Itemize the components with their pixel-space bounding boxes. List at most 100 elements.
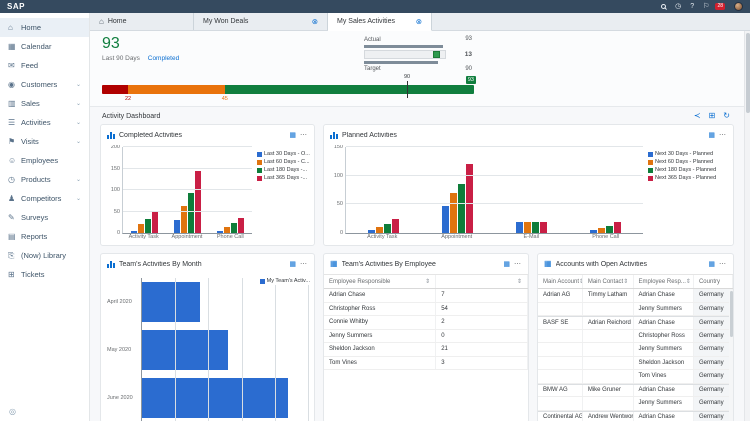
bar-next-30-days-planned[interactable] — [367, 229, 375, 233]
sidebar-item-employees[interactable]: ☺ Employees — [0, 151, 89, 170]
table-row[interactable]: Jenny Summers Germany — [538, 343, 733, 357]
table-row[interactable]: Sheldon Jackson Germany — [538, 356, 733, 370]
bar-next-365-days-planned[interactable] — [614, 221, 622, 233]
table-row[interactable]: Christopher Ross Germany — [538, 329, 733, 343]
scrollbar-thumb[interactable] — [729, 291, 733, 337]
bar-next-60-days-planned[interactable] — [598, 228, 606, 233]
sidebar-item-activities[interactable]: ☰ Activities ⌄ — [0, 113, 89, 132]
help-icon[interactable]: ? — [690, 3, 695, 10]
close-icon[interactable]: ⊗ — [415, 17, 422, 26]
bar-next-60-days-planned[interactable] — [449, 192, 457, 233]
search-icon[interactable] — [661, 4, 667, 9]
chevron-down-icon[interactable]: ⌄ — [75, 120, 81, 126]
sidebar-item-visits[interactable]: ⚑ Visits ⌄ — [0, 132, 89, 151]
legend-item[interactable]: Last 30 Days - O... — [257, 151, 310, 157]
legend-item[interactable]: Last 60 Days - C... — [257, 159, 310, 165]
table-row[interactable]: Christopher Ross 54 — [324, 302, 528, 316]
column-header-value[interactable]: ⇕ — [436, 275, 528, 288]
bar-next-180-days-planned[interactable] — [457, 184, 465, 233]
sidebar-item-home[interactable]: ⌂ Home — [0, 18, 89, 37]
bar-last-60-days-c[interactable] — [224, 227, 230, 233]
overflow-menu-icon[interactable]: ⋯ — [514, 261, 522, 268]
share-icon[interactable]: ≺ — [693, 111, 701, 120]
table-row[interactable]: Sheldon Jackson 21 — [324, 343, 528, 357]
bar-next-60-days-planned[interactable] — [524, 221, 532, 233]
bar-last-180-days[interactable] — [231, 223, 237, 233]
grid-view-icon[interactable]: ⊞ — [708, 111, 716, 120]
sidebar-item-now-library[interactable]: ⎘ (Now) Library — [0, 246, 89, 265]
bar-last-60-days-c[interactable] — [181, 206, 187, 233]
bar-may-2020[interactable] — [142, 329, 229, 371]
tab-home[interactable]: ⌂ Home — [90, 13, 194, 30]
chevron-down-icon[interactable]: ⌄ — [75, 139, 81, 145]
chart-view-icon[interactable]: ▦ — [708, 261, 715, 268]
page-scrollbar[interactable] — [744, 31, 750, 421]
table-row[interactable]: Continental AG Andrew Wentworth Adrian Cha… — [538, 410, 733, 421]
legend-item[interactable]: Last 180 Days -... — [257, 167, 310, 173]
overflow-menu-icon[interactable]: ⋯ — [719, 261, 727, 268]
sidebar-item-tickets[interactable]: ⊞ Tickets — [0, 265, 89, 284]
table-row[interactable]: Jenny Summers 0 — [324, 329, 528, 343]
bar-last-365-days[interactable] — [238, 217, 244, 233]
sidebar-item-sales[interactable]: ▥ Sales ⌄ — [0, 94, 89, 113]
column-header-employee-responsible[interactable]: Employee Responsible ⇕ — [324, 275, 437, 288]
sidebar-item-surveys[interactable]: ✎ Surveys — [0, 208, 89, 227]
column-header-employee-resp[interactable]: Employee Resp... ⇕ — [634, 275, 694, 288]
overflow-menu-icon[interactable]: ⋯ — [300, 132, 308, 139]
bar-next-30-days-planned[interactable] — [441, 206, 449, 233]
table-row[interactable]: Adrian Chase 7 — [324, 289, 528, 303]
legend-item[interactable]: Next 60 Days - Planned — [648, 159, 729, 165]
bar-next-30-days-planned[interactable] — [590, 230, 598, 233]
table-row[interactable]: Tom Vines 3 — [324, 356, 528, 370]
help-circle-icon[interactable]: ◎ — [9, 407, 16, 416]
legend-item[interactable]: Next 365 Days - Planned — [648, 175, 729, 181]
refresh-icon[interactable]: ↻ — [723, 111, 730, 120]
sidebar-item-feed[interactable]: ✉ Feed — [0, 56, 89, 75]
table-view-icon[interactable]: ▦ — [708, 132, 715, 139]
overflow-menu-icon[interactable]: ⋯ — [300, 261, 308, 268]
table-view-icon[interactable]: ▦ — [289, 261, 296, 268]
bar-last-30-days-o[interactable] — [217, 231, 223, 233]
chevron-down-icon[interactable]: ⌄ — [75, 196, 81, 202]
bar-april-2020[interactable] — [142, 281, 201, 323]
column-header-country[interactable]: Country — [694, 275, 733, 288]
bar-last-60-days-c[interactable] — [138, 224, 144, 233]
chevron-down-icon[interactable]: ⌄ — [75, 101, 81, 107]
sidebar-item-calendar[interactable]: ▦ Calendar — [0, 37, 89, 56]
table-row[interactable]: Tom Vines Germany — [538, 370, 733, 384]
notifications-icon[interactable]: ⚐ — [703, 3, 710, 10]
bar-june-2020[interactable] — [142, 377, 289, 419]
close-icon[interactable]: ⊗ — [311, 17, 318, 26]
kpi-completed-link[interactable]: Completed — [147, 55, 180, 62]
bar-next-365-days-planned[interactable] — [540, 221, 548, 233]
column-header-main-account[interactable]: Main Account⇕ — [538, 275, 583, 288]
legend-item[interactable]: Next 180 Days - Planned — [648, 167, 729, 173]
table-row[interactable]: BMW AG Mike Gruner Adrian Chase Germany — [538, 383, 733, 397]
legend-item[interactable]: Last 365 Days -... — [257, 175, 310, 181]
tab-my-won-deals[interactable]: My Won Deals ⊗ — [194, 13, 328, 30]
bar-last-30-days-o[interactable] — [131, 230, 137, 233]
bar-last-365-days[interactable] — [152, 210, 158, 233]
bar-last-365-days[interactable] — [195, 170, 201, 233]
avatar[interactable] — [734, 2, 743, 11]
overflow-menu-icon[interactable]: ⋯ — [719, 132, 727, 139]
bar-next-365-days-planned[interactable] — [391, 218, 399, 233]
bar-last-30-days-o[interactable] — [174, 220, 180, 233]
table-row[interactable]: Jenny Summers Germany — [538, 397, 733, 411]
chevron-down-icon[interactable]: ⌄ — [75, 177, 81, 183]
sidebar-item-products[interactable]: ◷ Products ⌄ — [0, 170, 89, 189]
bar-next-180-days-planned[interactable] — [606, 226, 614, 233]
bar-next-180-days-planned[interactable] — [532, 221, 540, 233]
table-row[interactable]: BASF SE Adrian Reichord Adrian Chase German… — [538, 316, 733, 330]
table-view-icon[interactable]: ▦ — [289, 132, 296, 139]
bar-next-30-days-planned[interactable] — [516, 221, 524, 233]
bar-next-365-days-planned[interactable] — [465, 164, 473, 233]
chevron-down-icon[interactable]: ⌄ — [75, 82, 81, 88]
table-row[interactable]: Adrian AG Timmy Latham Adrian Chase Germany — [538, 289, 733, 303]
table-scrollbar[interactable] — [729, 290, 733, 421]
legend-item[interactable]: Next 30 Days - Planned — [648, 151, 729, 157]
sidebar-item-customers[interactable]: ◉ Customers ⌄ — [0, 75, 89, 94]
table-row[interactable]: Connie Whitby 2 — [324, 316, 528, 330]
bar-next-60-days-planned[interactable] — [375, 226, 383, 233]
bar-last-180-days[interactable] — [145, 218, 151, 233]
